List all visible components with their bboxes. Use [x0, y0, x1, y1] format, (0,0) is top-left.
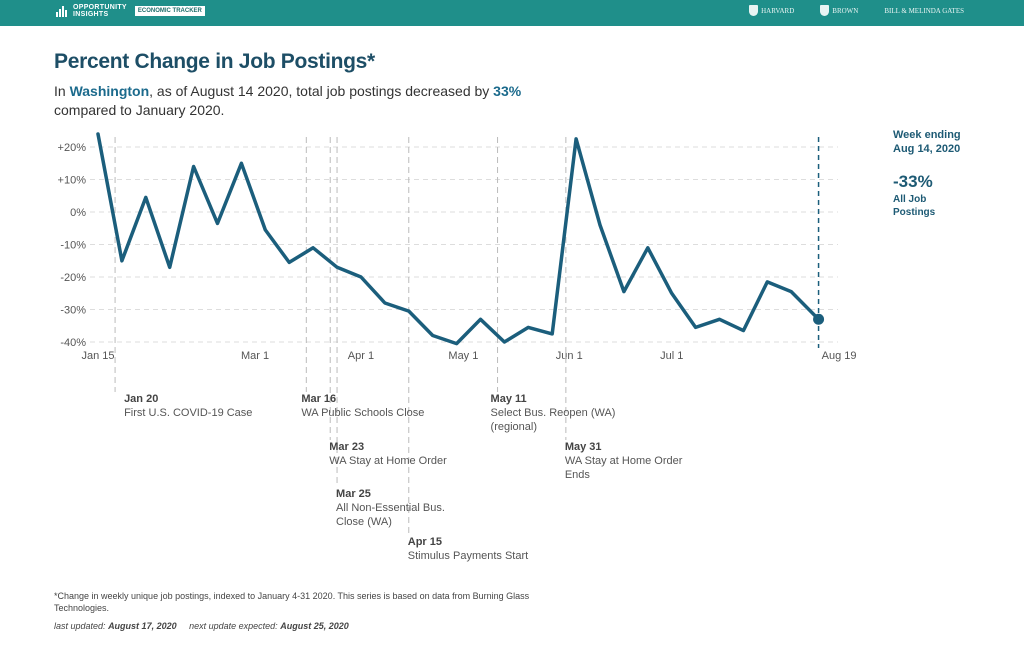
- x-tick-label: Mar 1: [241, 350, 269, 362]
- data-point: [551, 332, 554, 335]
- data-point: [216, 222, 219, 225]
- partner-gates: BILL & MELINDA GATES: [884, 6, 964, 15]
- event-text: WA Stay at Home Order Ends: [564, 455, 683, 481]
- subtitle-percent: 33%: [493, 83, 522, 99]
- brand-line-1: OPPORTUNITY: [73, 4, 127, 11]
- data-point: [240, 162, 243, 165]
- y-tick-label: +10%: [58, 175, 87, 187]
- event-date: May 11: [490, 393, 527, 405]
- event-text: Select Bus. Reopen (WA) (regional): [490, 407, 616, 433]
- page-subtitle: In Washington, as of August 14 2020, tot…: [54, 82, 574, 120]
- data-point: [527, 326, 530, 329]
- data-point: [383, 302, 386, 305]
- top-banner: OPPORTUNITY INSIGHTS ECONOMIC TRACKER HA…: [0, 0, 1024, 26]
- data-point: [312, 246, 315, 249]
- event-date: Mar 25: [336, 488, 371, 500]
- event-date: May 31: [564, 441, 602, 453]
- tracker-label: ECONOMIC TRACKER: [134, 6, 205, 16]
- update-info: last updated: August 17, 2020 next updat…: [54, 621, 349, 631]
- data-point: [144, 196, 147, 199]
- y-tick-label: 0%: [70, 207, 86, 219]
- y-tick-label: -40%: [60, 337, 86, 349]
- y-tick-label: -10%: [60, 240, 86, 252]
- data-point: [766, 280, 769, 283]
- data-point: [670, 292, 673, 295]
- data-point: [694, 326, 697, 329]
- event-date: Apr 15: [407, 536, 442, 548]
- data-point: [599, 224, 602, 227]
- data-point: [742, 329, 745, 332]
- side-value: -33%: [893, 172, 933, 191]
- footnote: *Change in weekly unique job postings, i…: [54, 591, 530, 613]
- data-point: [120, 259, 123, 262]
- data-point: [288, 261, 291, 264]
- x-tick-label: Aug 19: [822, 350, 857, 362]
- subtitle-suffix: compared to January 2020.: [54, 102, 225, 118]
- x-tick-label: Jul 1: [660, 350, 683, 362]
- brand-logo[interactable]: OPPORTUNITY INSIGHTS ECONOMIC TRACKER: [56, 4, 205, 18]
- event-label: Mar 25 All Non-Essential Bus. Close (WA): [336, 487, 466, 529]
- event-text: First U.S. COVID-19 Case: [124, 407, 253, 419]
- event-label: Mar 23 WA Stay at Home Order: [329, 440, 459, 468]
- brand-line-2: INSIGHTS: [73, 11, 109, 18]
- data-point: [431, 334, 434, 337]
- side-week-ending: Week ending Aug 14, 2020: [893, 129, 961, 155]
- partner-logos: HARVARD BROWN BILL & MELINDA GATES: [749, 5, 964, 16]
- event-text: WA Public Schools Close: [301, 407, 425, 419]
- next-update-label: next update expected:: [189, 621, 278, 631]
- data-point: [455, 342, 458, 345]
- series-line-all-job-postings: [96, 132, 821, 346]
- event-date: Jan 20: [124, 393, 159, 405]
- data-point: [264, 228, 267, 231]
- data-point: [646, 246, 649, 249]
- event-date: Mar 16: [301, 393, 337, 405]
- data-point: [575, 137, 578, 140]
- event-text: All Non-Essential Bus. Close (WA): [336, 502, 445, 528]
- event-text: WA Stay at Home Order: [329, 455, 447, 467]
- event-date: Mar 23: [329, 441, 365, 453]
- side-series-label: All Job Postings: [893, 194, 936, 218]
- data-point: [97, 133, 100, 136]
- event-text: Stimulus Payments Start: [407, 550, 529, 562]
- x-tick-label: Jan 15: [81, 350, 114, 362]
- data-point: [479, 318, 482, 321]
- end-marker-dot: [813, 313, 825, 325]
- event-label: May 11 Select Bus. Reopen (WA) (regional): [491, 392, 621, 434]
- data-point: [407, 310, 410, 313]
- x-tick-label: Jun 1: [556, 350, 583, 362]
- last-updated-label: last updated:: [54, 621, 106, 631]
- event-label: Mar 16 WA Public Schools Close: [301, 392, 431, 420]
- next-update-date: August 25, 2020: [280, 621, 349, 631]
- subtitle-middle: , as of August 14 2020, total job postin…: [149, 83, 490, 99]
- x-tick-label: May 1: [448, 350, 478, 362]
- y-tick-label: -30%: [60, 305, 86, 317]
- x-tick-label: Apr 1: [348, 350, 374, 362]
- shield-icon: [820, 5, 830, 16]
- event-label: Jan 20 First U.S. COVID-19 Case: [124, 392, 254, 420]
- subtitle-state[interactable]: Washington: [69, 83, 150, 99]
- bars-icon: [56, 5, 67, 17]
- data-point: [336, 266, 339, 269]
- data-point: [790, 290, 793, 293]
- data-point: [359, 276, 362, 279]
- data-point: [718, 318, 721, 321]
- page-title: Percent Change in Job Postings*: [54, 50, 375, 73]
- data-point: [192, 165, 195, 168]
- event-label: May 31 WA Stay at Home Order Ends: [565, 440, 695, 482]
- last-updated-date: August 17, 2020: [108, 621, 177, 631]
- y-tick-label: -20%: [60, 272, 86, 284]
- data-point: [168, 266, 171, 269]
- subtitle-prefix: In: [54, 83, 66, 99]
- data-point: [622, 290, 625, 293]
- shield-icon: [749, 5, 759, 16]
- data-point: [503, 341, 506, 344]
- partner-harvard: HARVARD: [749, 5, 794, 16]
- y-tick-label: +20%: [58, 142, 87, 154]
- partner-brown: BROWN: [820, 5, 858, 16]
- event-label: Apr 15 Stimulus Payments Start: [408, 535, 538, 563]
